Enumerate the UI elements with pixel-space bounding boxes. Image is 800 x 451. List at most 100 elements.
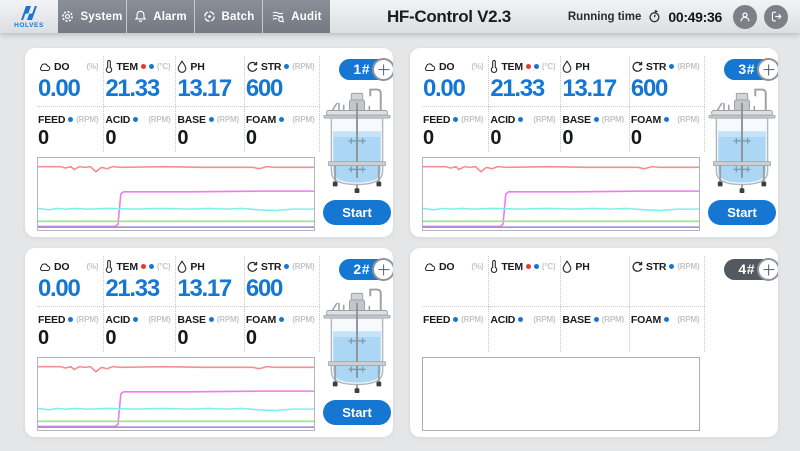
acid-cell: ACID (RPM) 0: [104, 307, 177, 352]
rotate-icon: [631, 261, 643, 273]
str-cell: STR (RPM): [629, 256, 706, 307]
acid-value: 0: [490, 127, 501, 149]
stir-status-dot: [669, 264, 675, 269]
base-status-dot: [208, 117, 214, 122]
metric-unit: (°C): [156, 262, 171, 271]
str-value: 600: [630, 75, 668, 102]
metric-label: PH: [190, 60, 205, 73]
tab-label: Batch: [221, 10, 255, 23]
circle-plus-icon[interactable]: [757, 258, 778, 281]
do-cell: DO (%) 0.00: [37, 56, 105, 107]
circle-plus-icon[interactable]: [372, 58, 393, 81]
base-cell: BASE (RPM) 0: [176, 307, 245, 352]
str-value: 600: [245, 75, 283, 102]
acid-cell: ACID (RPM) 0: [489, 107, 562, 152]
foam-status-dot: [664, 317, 670, 322]
metric-label: STR: [645, 260, 667, 273]
start-button[interactable]: Start: [323, 200, 391, 225]
reactor-panel: DO (%) 0.00 TEM: [410, 48, 778, 237]
stir-status-dot: [284, 64, 290, 69]
base-cell: BASE (RPM): [561, 307, 630, 352]
metric-label: PH: [575, 60, 590, 73]
metric-label: ACID: [490, 113, 516, 126]
metric-label: FEED: [38, 313, 66, 326]
tem-cell: TEM (°C): [489, 256, 562, 307]
value-grid: DO (%) 0.00 TEM: [422, 56, 706, 152]
trend-chart: [37, 357, 315, 431]
acid-value: 0: [105, 127, 116, 149]
thermometer-icon: [490, 60, 498, 73]
feed-value: 0: [38, 327, 49, 349]
metric-unit: (RPM): [216, 115, 239, 124]
foam-cell: FOAM (RPM): [630, 307, 706, 352]
str-value: 600: [245, 275, 283, 302]
metric-unit: (%): [86, 262, 99, 271]
bioreactor-illustration: [319, 282, 393, 399]
feed-status-dot: [453, 117, 459, 122]
metric-unit: (RPM): [677, 62, 700, 71]
metric-label: FOAM: [630, 313, 662, 326]
metric-unit: (RPM): [677, 315, 700, 324]
metric-unit: (RPM): [76, 315, 99, 324]
metric-unit: (RPM): [461, 115, 484, 124]
metric-unit: (RPM): [292, 315, 315, 324]
metric-unit: (%): [86, 62, 99, 71]
reactor-panel: DO (%) TEM (°: [410, 248, 778, 437]
metric-unit: (RPM): [461, 315, 484, 324]
user-button[interactable]: [733, 4, 757, 29]
metric-label: BASE: [562, 113, 591, 126]
cloud-icon: [38, 262, 51, 272]
metric-unit: (RPM): [601, 115, 624, 124]
metric-unit: (RPM): [601, 315, 624, 324]
running-time-label: Running time: [567, 10, 642, 23]
panel-readouts: DO (%) 0.00 TEM: [37, 256, 321, 431]
panel-reactor-column: 4#: [704, 256, 778, 425]
feed-value: 0: [38, 127, 49, 149]
tem-value: 21.33: [490, 75, 545, 102]
thermometer-icon: [105, 60, 113, 73]
base-status-dot: [208, 317, 214, 322]
thermometer-icon: [105, 260, 113, 273]
metric-label: FOAM: [630, 113, 662, 126]
metric-unit: (RPM): [533, 115, 556, 124]
do-cell: DO (%) 0.00: [37, 256, 105, 307]
tab-alarm[interactable]: Alarm: [126, 0, 194, 33]
stir-status-dot: [284, 264, 290, 269]
tab-system[interactable]: System: [58, 0, 126, 33]
brand-logo: HOLVES: [0, 0, 58, 33]
circle-plus-icon[interactable]: [372, 258, 393, 281]
droplet-icon: [177, 60, 187, 73]
topbar: HOLVES System Alarm: [0, 0, 800, 33]
metric-unit: (RPM): [216, 315, 239, 324]
value-grid: DO (%) 0.00 TEM: [37, 256, 321, 352]
holves-logo-icon: [21, 5, 37, 20]
value-grid: DO (%) TEM (°: [422, 256, 706, 352]
foam-cell: FOAM (RPM) 0: [245, 307, 321, 352]
metric-label: FOAM: [245, 113, 277, 126]
metric-label: ACID: [105, 313, 131, 326]
foam-value: 0: [245, 327, 257, 349]
thermometer-icon: [490, 260, 498, 273]
bell-icon: [134, 10, 147, 23]
metric-label: ACID: [105, 113, 131, 126]
circle-plus-icon[interactable]: [757, 58, 778, 81]
metric-label: FEED: [38, 113, 66, 126]
tab-audit[interactable]: Audit: [262, 0, 330, 33]
tab-batch[interactable]: Batch: [194, 0, 262, 33]
cool-status-dot: [533, 264, 539, 269]
feed-cell: FEED (RPM) 0: [37, 307, 105, 352]
do-value: 0.00: [423, 75, 466, 102]
cool-status-dot: [533, 64, 539, 69]
tab-label: System: [80, 10, 123, 23]
base-status-dot: [593, 317, 599, 322]
running-time-value: 00:49:36: [668, 8, 722, 25]
main-tabs: System Alarm Batch: [58, 0, 330, 33]
feed-cell: FEED (RPM): [422, 307, 490, 352]
start-button[interactable]: Start: [323, 400, 391, 425]
logout-button[interactable]: [764, 4, 788, 29]
bioreactor-illustration: [319, 82, 393, 199]
str-cell: STR (RPM) 600: [629, 56, 706, 107]
start-button[interactable]: Start: [708, 200, 776, 225]
foam-status-dot: [664, 117, 670, 122]
metric-label: PH: [575, 260, 590, 273]
